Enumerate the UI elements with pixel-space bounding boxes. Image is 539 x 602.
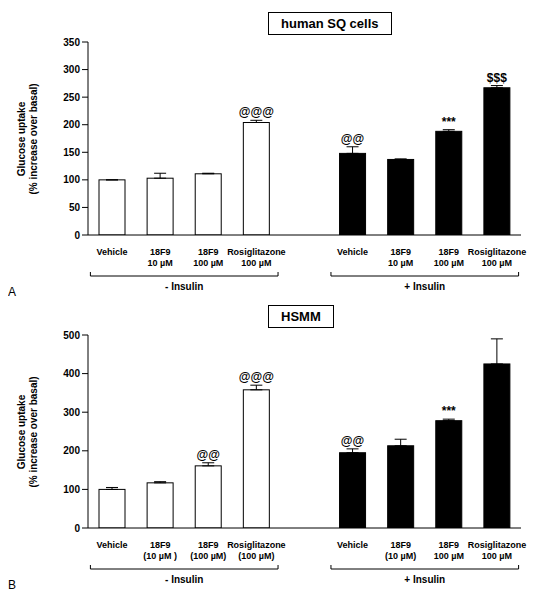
html-text:human SQ cells: human SQ cells (281, 16, 379, 31)
svg-text:Vehicle: Vehicle (337, 540, 368, 550)
svg-text:Rosiglitazone: Rosiglitazone (468, 247, 527, 257)
svg-text:Vehicle: Vehicle (337, 247, 368, 257)
svg-text:18F9: 18F9 (198, 540, 219, 550)
svg-text:18F9: 18F9 (150, 247, 171, 257)
svg-text:18F9: 18F9 (439, 247, 460, 257)
svg-text:250: 250 (63, 92, 80, 103)
svg-text:350: 350 (63, 37, 80, 48)
svg-text:(10 µM): (10 µM) (385, 551, 416, 561)
svg-text:10 µM: 10 µM (148, 258, 173, 268)
svg-text:400: 400 (63, 368, 80, 379)
svg-text:Vehicle: Vehicle (97, 540, 128, 550)
svg-text:200: 200 (63, 119, 80, 130)
html-text:HSMM: HSMM (281, 309, 321, 324)
svg-text:***: *** (442, 115, 456, 129)
svg-text:18F9: 18F9 (198, 247, 219, 257)
svg-text:Rosiglitazone: Rosiglitazone (227, 247, 286, 257)
svg-text:100 µM: 100 µM (434, 551, 464, 561)
svg-text:200: 200 (63, 445, 80, 456)
svg-text:@@@: @@@ (239, 370, 274, 384)
svg-text:***: *** (442, 404, 456, 418)
svg-text:(100 µM): (100 µM) (190, 551, 226, 561)
svg-text:100 µM: 100 µM (193, 258, 223, 268)
svg-text:18F9: 18F9 (390, 247, 411, 257)
svg-text:@@: @@ (197, 448, 220, 462)
svg-text:(100 µM): (100 µM) (238, 551, 274, 561)
svg-text:(10 µM ): (10 µM ) (143, 551, 177, 561)
svg-text:150: 150 (63, 147, 80, 158)
svg-text:@@: @@ (341, 132, 364, 146)
svg-text:100 µM: 100 µM (482, 258, 512, 268)
svg-text:@@: @@ (341, 434, 364, 448)
html-text:Glucose uptake: Glucose uptake (16, 101, 27, 176)
svg-text:18F9: 18F9 (439, 540, 460, 550)
svg-text:18F9: 18F9 (150, 540, 171, 550)
svg-text:Rosiglitazone: Rosiglitazone (468, 540, 527, 550)
svg-text:300: 300 (63, 64, 80, 75)
svg-text:300: 300 (63, 407, 80, 418)
svg-text:Vehicle: Vehicle (97, 247, 128, 257)
svg-text:0: 0 (74, 523, 80, 534)
svg-text:+ Insulin: + Insulin (404, 281, 445, 292)
svg-text:$$$: $$$ (487, 71, 507, 85)
svg-text:100: 100 (63, 174, 80, 185)
html-text:A: A (8, 285, 16, 299)
html-text:(% increase over basal): (% increase over basal) (28, 82, 39, 195)
svg-text:- Insulin: - Insulin (165, 574, 203, 585)
svg-text:100 µM: 100 µM (482, 551, 512, 561)
svg-text:Rosiglitazone: Rosiglitazone (227, 540, 286, 550)
svg-text:18F9: 18F9 (390, 540, 411, 550)
svg-text:100: 100 (63, 484, 80, 495)
html-text:(% increase over basal): (% increase over basal) (28, 375, 39, 488)
svg-text:50: 50 (69, 202, 81, 213)
svg-text:@@@: @@@ (239, 105, 274, 119)
svg-text:500: 500 (63, 330, 80, 341)
svg-text:100 µM: 100 µM (434, 258, 464, 268)
svg-text:100 µM: 100 µM (241, 258, 271, 268)
svg-text:+ Insulin: + Insulin (404, 574, 445, 585)
svg-text:0: 0 (74, 230, 80, 241)
svg-text:- Insulin: - Insulin (165, 281, 203, 292)
html-text:B: B (8, 578, 16, 592)
html-text:Glucose uptake: Glucose uptake (16, 394, 27, 469)
svg-text:10 µM: 10 µM (388, 258, 413, 268)
